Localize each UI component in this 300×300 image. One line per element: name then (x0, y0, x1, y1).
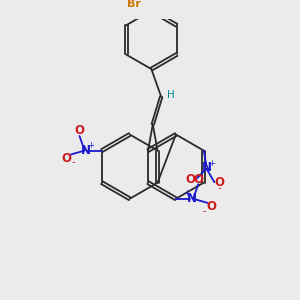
Text: +: + (184, 189, 190, 198)
Text: O: O (186, 173, 196, 186)
Text: O: O (214, 176, 224, 189)
Text: O: O (194, 173, 204, 186)
Text: H: H (167, 90, 175, 100)
Text: O: O (74, 124, 84, 137)
Text: +: + (209, 159, 215, 168)
Text: N: N (81, 144, 91, 157)
Text: +: + (87, 141, 94, 150)
Text: -: - (202, 206, 206, 216)
Text: O: O (206, 200, 216, 213)
Text: -: - (72, 158, 75, 168)
Text: -: - (218, 183, 221, 193)
Text: N: N (202, 161, 212, 174)
Text: Br: Br (128, 0, 141, 9)
Text: N: N (187, 192, 196, 205)
Text: O: O (62, 152, 72, 165)
